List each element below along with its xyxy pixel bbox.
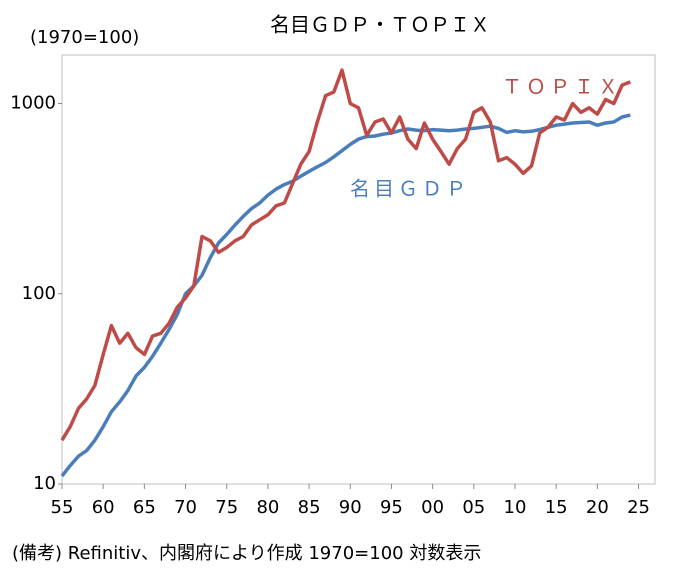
series-line [60, 113, 631, 478]
series-line [60, 68, 631, 442]
x-tick-label: 80 [256, 497, 279, 518]
x-tick-label: 25 [627, 497, 650, 518]
x-tick-label: 70 [174, 497, 197, 518]
x-tick-label: 60 [92, 497, 115, 518]
x-tick-label: 00 [421, 497, 444, 518]
y-tick-label: 10 [33, 473, 56, 494]
note: (備考) Refinitiv、内閣府により作成 1970=100 対数表示 [12, 543, 481, 564]
series-label: ＴＯＰＩＸ [502, 75, 622, 99]
x-tick-label: 85 [298, 497, 321, 518]
x-tick-label: 10 [504, 497, 527, 518]
plot-frame [61, 54, 656, 485]
x-tick-label: 55 [51, 497, 74, 518]
chart-title: 名目ＧＤＰ・ＴＯＰＩＸ [270, 13, 490, 37]
x-tick-label: 20 [586, 497, 609, 518]
x-tick-label: 90 [339, 497, 362, 518]
series-label: 名目ＧＤＰ [350, 177, 470, 201]
x-tick-label: 75 [215, 497, 238, 518]
x-tick-label: 65 [133, 497, 156, 518]
y-tick-label: 100 [22, 283, 56, 304]
x-tick-label: 15 [545, 497, 568, 518]
x-tick-label: 05 [462, 497, 485, 518]
x-tick-label: 95 [380, 497, 403, 518]
y-tick-label: 1000 [10, 93, 56, 114]
y-axis-label: (1970=100) [30, 27, 139, 48]
